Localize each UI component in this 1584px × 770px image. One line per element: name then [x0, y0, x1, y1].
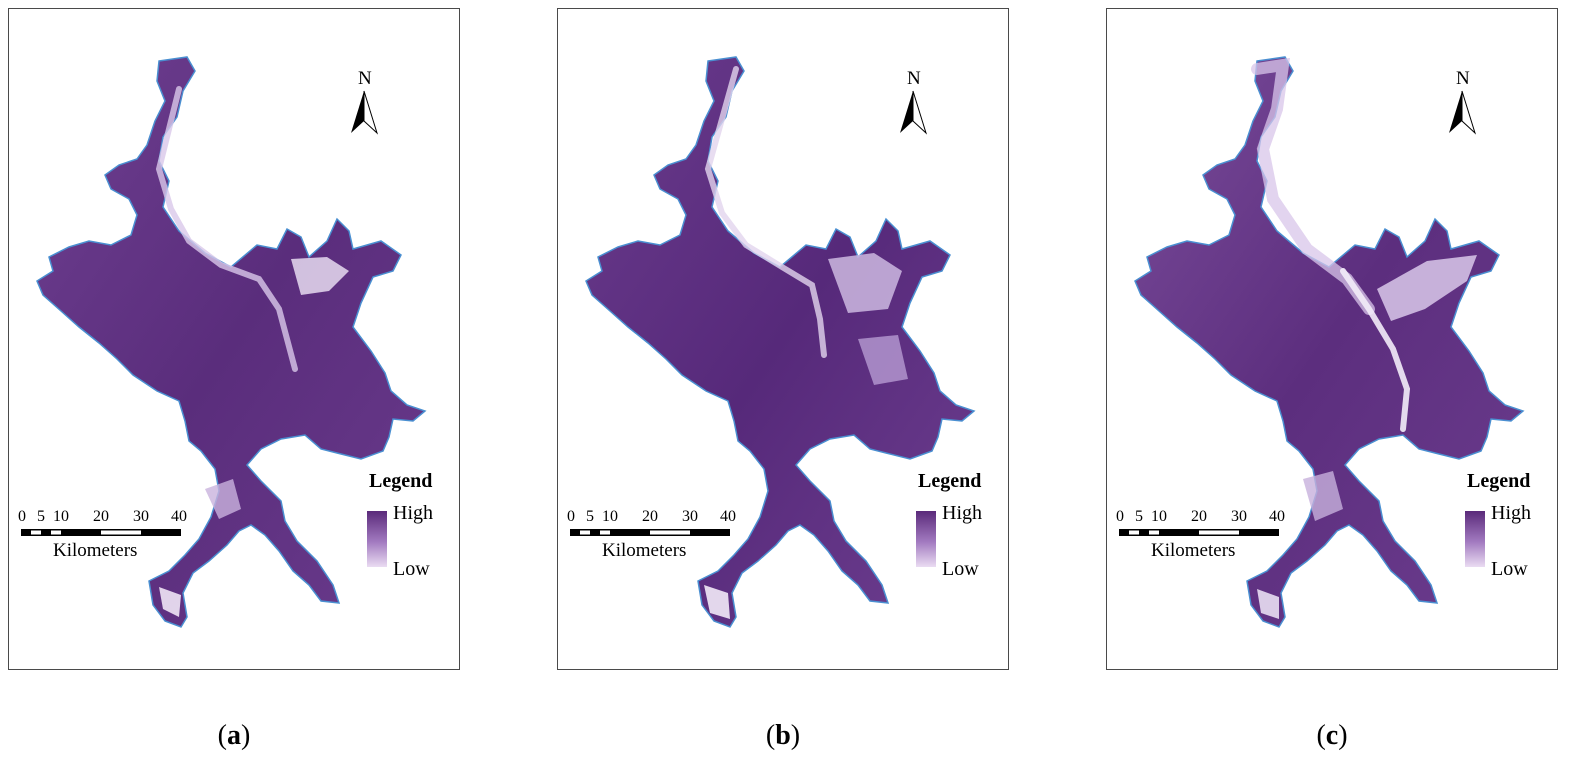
light-patch — [291, 257, 349, 295]
panel-caption-b: (b) — [765, 720, 801, 751]
legend-color-ramp — [1465, 511, 1485, 567]
scale-tick: 20 — [642, 508, 658, 525]
light-patch — [704, 585, 730, 619]
panel-caption-c: (c) — [1316, 720, 1348, 751]
scale-bar — [1119, 529, 1279, 536]
scale-tick: 20 — [1191, 508, 1207, 525]
legend-high-label: High — [1491, 502, 1531, 524]
scale-tick: 40 — [171, 508, 187, 525]
light-channel — [704, 66, 827, 358]
legend-title: Legend — [369, 470, 433, 492]
legend-title: Legend — [918, 470, 982, 492]
legend-high-label: High — [393, 502, 433, 524]
scale-tick: 5 — [1135, 508, 1143, 525]
light-patch — [828, 253, 902, 313]
north-arrow-icon — [1449, 90, 1477, 135]
scale-tick: 5 — [37, 508, 45, 525]
lake-map-c — [1119, 56, 1525, 628]
caption-letter: b — [775, 720, 791, 751]
scale-tick: 10 — [53, 508, 69, 525]
map-panel-c: N Legend High Low 0 5 10 20 30 40 Kilome… — [1106, 8, 1558, 670]
caption-letter: a — [227, 720, 241, 751]
light-patch — [858, 335, 908, 385]
scale-tick: 10 — [1151, 508, 1167, 525]
scale-tick: 20 — [93, 508, 109, 525]
lake-map-b — [570, 56, 976, 628]
light-patch — [1377, 255, 1477, 321]
panel-caption-a: (a) — [217, 720, 251, 751]
light-patch — [159, 587, 181, 617]
light-band — [1251, 57, 1375, 315]
legend-low-label: Low — [942, 558, 979, 580]
scale-bar — [21, 529, 181, 536]
lake-shape — [36, 56, 427, 628]
north-arrow-icon — [351, 90, 379, 135]
legend-low-label: Low — [1491, 558, 1528, 580]
scale-bar — [570, 529, 730, 536]
north-label: N — [358, 68, 372, 89]
light-channel — [1340, 268, 1411, 432]
legend-low-label: Low — [393, 558, 430, 580]
legend-high-label: High — [942, 502, 982, 524]
light-channel — [155, 86, 298, 372]
lake-map-a — [21, 56, 427, 628]
scale-tick: 30 — [133, 508, 149, 525]
light-patch — [1303, 471, 1343, 521]
scale-tick: 40 — [1269, 508, 1285, 525]
caption-letter: c — [1325, 720, 1339, 751]
north-label: N — [1456, 68, 1470, 89]
scale-tick: 0 — [18, 508, 26, 525]
scale-unit-label: Kilometers — [1151, 540, 1236, 561]
legend-color-ramp — [916, 511, 936, 567]
scale-tick: 40 — [720, 508, 736, 525]
north-label: N — [907, 68, 921, 89]
north-arrow-icon — [900, 90, 928, 135]
lake-shape — [585, 56, 976, 628]
lake-shape — [1134, 56, 1525, 628]
legend-title: Legend — [1467, 470, 1531, 492]
scale-tick: 10 — [602, 508, 618, 525]
light-patch — [205, 479, 241, 519]
map-panel-a: N Legend High Low 0 5 10 20 30 40 Kilome… — [8, 8, 460, 670]
scale-tick: 30 — [682, 508, 698, 525]
scale-tick: 0 — [567, 508, 575, 525]
scale-tick: 5 — [586, 508, 594, 525]
legend-color-ramp — [367, 511, 387, 567]
scale-unit-label: Kilometers — [602, 540, 687, 561]
scale-tick: 0 — [1116, 508, 1124, 525]
map-panel-b: N Legend High Low 0 5 10 20 30 40 Kilome… — [557, 8, 1009, 670]
scale-unit-label: Kilometers — [53, 540, 138, 561]
scale-tick: 30 — [1231, 508, 1247, 525]
light-patch — [1257, 589, 1279, 619]
